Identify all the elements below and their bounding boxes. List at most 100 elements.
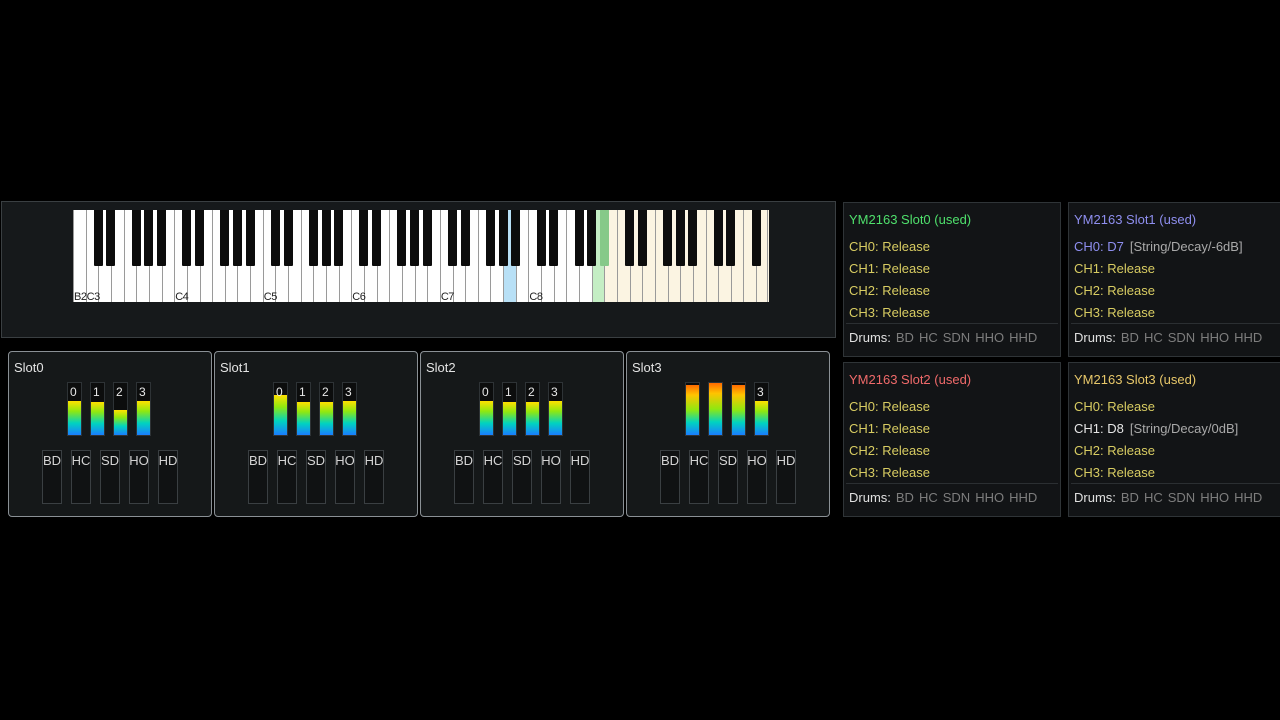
meter-fill [274,395,287,435]
meter-label: 2 [528,385,535,399]
black-key[interactable] [334,210,344,266]
black-key[interactable] [372,210,382,266]
drums-status: Drums: BD HC SDN HHO HHD [849,330,1037,345]
channel-note: CH0: Release [1074,399,1155,414]
octave-label: C4 [175,291,189,303]
channel-note: CH1: Release [1074,261,1155,276]
channel-level-meter: 3 [754,382,769,436]
slot-panel: Slot0 0 1 2 3 BD HC SD HO HD [8,351,212,517]
drum-label: BD [248,453,268,468]
slot-title: Slot3 [632,360,662,375]
drum-label: SD [512,453,532,468]
channel-note: CH3: Release [849,305,930,320]
channel-status: CH2: Release [1074,283,1155,298]
channel-status: CH1: Release [1074,261,1155,276]
meter-fill [68,400,81,435]
drum-label: BD [42,453,62,468]
drum-label: HC [689,453,709,468]
drum-label: HD [776,453,796,468]
black-key[interactable] [410,210,420,266]
black-key[interactable] [397,210,407,266]
black-key[interactable] [359,210,369,266]
piano-keyboard[interactable]: B2 C3 C4 C5 C6 C7 C8 [73,210,770,303]
status-title: YM2163 Slot3 (used) [1074,372,1197,387]
black-key[interactable] [182,210,192,266]
drum-indicator: HO [129,450,149,504]
black-key[interactable] [131,210,141,266]
slot-title: Slot0 [14,360,44,375]
drum-label: HC [483,453,503,468]
drum-indicator: HD [570,450,590,504]
meter-fill [549,400,562,435]
black-key[interactable] [144,210,154,266]
black-key[interactable] [232,210,242,266]
slot-status-panel: YM2163 Slot3 (used) CH0: Release CH1: D8 [S… [1068,362,1280,517]
drum-name: SDN [942,330,971,345]
drum-label: HD [570,453,590,468]
drum-indicator: HO [747,450,767,504]
black-key[interactable] [93,210,103,266]
slot-panel: Slot3 3 BD HC SD HO HD [626,351,830,517]
meter-fill [343,400,356,435]
channel-status: CH3: Release [1074,305,1155,320]
slot-status-panel: YM2163 Slot0 (used) CH0: Release CH1: Rele… [843,202,1061,357]
meter-label: 0 [70,385,77,399]
black-key[interactable] [283,210,293,266]
black-key[interactable] [308,210,318,266]
black-key[interactable] [422,210,432,266]
drum-label: SD [718,453,738,468]
black-key[interactable] [726,210,736,266]
meter-fill [686,385,699,435]
black-key[interactable] [485,210,495,266]
drum-label: BD [660,453,680,468]
black-key[interactable] [321,210,331,266]
black-key[interactable] [498,210,508,266]
meter-label: 0 [276,385,283,399]
black-key[interactable] [688,210,698,266]
drum-indicator: HC [689,450,709,504]
black-key[interactable] [157,210,167,266]
black-key[interactable] [448,210,457,266]
divider [1071,483,1280,484]
drum-indicator: BD [454,450,474,504]
black-key[interactable] [536,210,546,266]
channel-instrument: [String/Decay/-6dB] [1129,239,1243,254]
black-key[interactable] [587,210,597,266]
black-key[interactable] [245,210,255,266]
channel-note: CH2: Release [1074,443,1155,458]
meter-fill [320,401,333,435]
drum-indicator: HC [483,450,503,504]
black-key[interactable] [195,210,204,266]
black-key[interactable] [270,210,280,266]
black-key[interactable] [549,210,559,266]
channel-note: CH2: Release [1074,283,1155,298]
black-key[interactable] [574,210,584,266]
drum-label: HD [364,453,384,468]
octave-label: C7 [440,291,455,303]
slot-status-panel: YM2163 Slot2 (used) CH0: Release CH1: Rele… [843,362,1061,517]
black-key[interactable] [637,210,647,266]
channel-note: CH3: Release [1074,305,1155,320]
drum-label: SD [100,453,120,468]
black-key[interactable] [106,210,116,266]
black-key[interactable] [675,210,685,266]
black-key[interactable] [511,210,521,266]
drum-label: SD [306,453,326,468]
black-key[interactable] [625,210,635,266]
black-key[interactable] [599,210,609,266]
black-key[interactable] [663,210,673,266]
drums-label: Drums: [1074,490,1116,505]
channel-status: CH0: Release [849,239,930,254]
channel-level-meter: 1 [90,382,105,436]
black-key[interactable] [220,210,230,266]
channel-status: CH1: D8 [String/Decay/0dB] [1074,421,1238,436]
black-key[interactable] [460,210,470,266]
slot-panel: Slot2 0 1 2 3 BD HC SD HO HD [420,351,624,517]
white-key[interactable] [73,210,87,302]
channel-note: CH0: Release [849,239,930,254]
drum-label: HO [335,453,355,468]
black-key[interactable] [751,210,761,266]
black-key[interactable] [713,210,723,266]
meter-fill [114,410,127,435]
drum-label: HD [158,453,178,468]
